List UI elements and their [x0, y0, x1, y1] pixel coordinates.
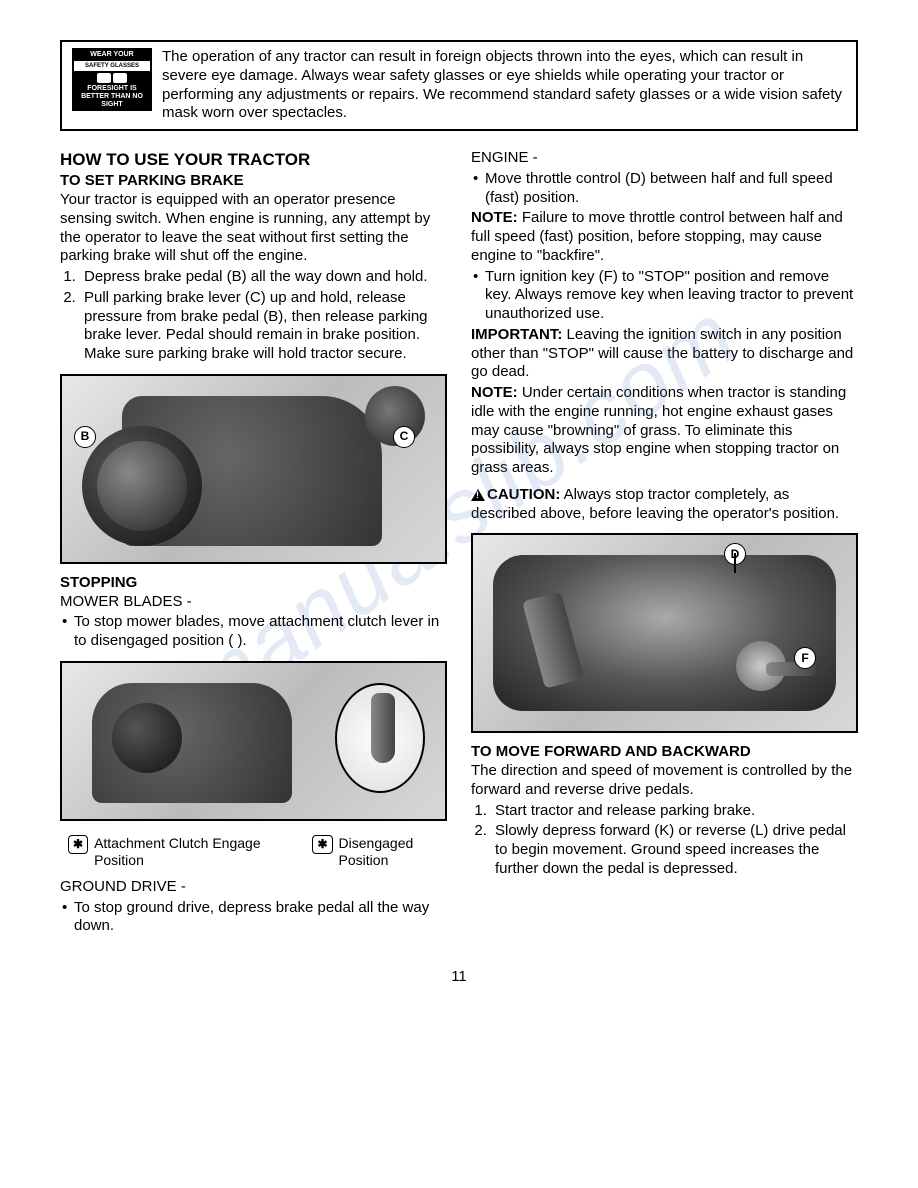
caution-triangle-icon — [471, 489, 485, 501]
badge-mid: SAFETY GLASSES — [74, 61, 150, 72]
goggles-icon — [74, 73, 150, 83]
clutch-engage: ✱ Attachment Clutch Engage Position — [68, 835, 282, 870]
badge-top: WEAR YOUR — [74, 51, 150, 59]
important-label: IMPORTANT: — [471, 326, 562, 343]
mower-blades-sub: MOWER BLADES - — [60, 593, 447, 612]
safety-glasses-badge: WEAR YOUR SAFETY GLASSES FORESIGHT IS BE… — [72, 48, 152, 111]
list-item: Slowly depress forward (K) or reverse (L… — [491, 822, 858, 878]
clutch-legend: ✱ Attachment Clutch Engage Position ✱ Di… — [68, 835, 447, 870]
caution-label: CAUTION: — [487, 486, 560, 503]
badge-bottom: FORESIGHT IS BETTER THAN NO SIGHT — [74, 85, 150, 108]
warning-text: The operation of any tractor can result … — [162, 48, 846, 123]
engine-list: Move throttle control (D) between half a… — [471, 170, 858, 208]
mower-blades-list: To stop mower blades, move attachment cl… — [60, 613, 447, 651]
clutch-dis-icon: ✱ — [312, 835, 332, 854]
parking-brake-heading: TO SET PARKING BRAKE — [60, 172, 447, 191]
figure-clutch-lever — [60, 661, 447, 821]
list-item: Start tractor and release parking brake. — [491, 802, 858, 821]
list-item: Turn ignition key (F) to "STOP" position… — [485, 268, 858, 324]
list-item: To stop mower blades, move attachment cl… — [74, 613, 447, 651]
note-label: NOTE: — [471, 209, 518, 226]
engine-sub: ENGINE - — [471, 149, 858, 168]
list-item: To stop ground drive, depress brake peda… — [74, 899, 447, 937]
ground-drive-list: To stop ground drive, depress brake peda… — [60, 899, 447, 937]
list-item: Depress brake pedal (B) all the way down… — [80, 268, 447, 287]
forward-backward-steps: Start tractor and release parking brake.… — [471, 802, 858, 879]
note-backfire: NOTE: Failure to move throttle control b… — [471, 209, 858, 265]
clutch-dis-label: Disengaged Position — [339, 835, 447, 870]
caution-stop: CAUTION: Always stop tractor completely,… — [471, 486, 858, 524]
stopping-heading: STOPPING — [60, 574, 447, 593]
figure-brake-pedal: B C — [60, 374, 447, 564]
note-text: Under certain conditions when tractor is… — [471, 384, 846, 476]
list-item: Pull parking brake lever (C) up and hold… — [80, 289, 447, 364]
clutch-disengage: ✱ Disengaged Position — [312, 835, 447, 870]
page-number: 11 — [60, 968, 858, 987]
left-column: HOW TO USE YOUR TRACTOR TO SET PARKING B… — [60, 149, 447, 938]
important-ignition: IMPORTANT: Leaving the ignition switch i… — [471, 326, 858, 382]
clutch-engage-label: Attachment Clutch Engage Position — [94, 835, 282, 870]
figure-throttle-ignition: D F — [471, 533, 858, 733]
note-text: Failure to move throttle control between… — [471, 209, 843, 264]
clutch-engage-icon: ✱ — [68, 835, 88, 854]
note-browning: NOTE: Under certain conditions when trac… — [471, 384, 858, 478]
right-column: ENGINE - Move throttle control (D) betwe… — [471, 149, 858, 938]
section-heading: HOW TO USE YOUR TRACTOR — [60, 149, 447, 170]
parking-brake-intro: Your tractor is equipped with an operato… — [60, 191, 447, 266]
callout-c: C — [393, 426, 415, 448]
forward-backward-heading: TO MOVE FORWARD AND BACKWARD — [471, 743, 858, 762]
note-label: NOTE: — [471, 384, 518, 401]
list-item: Move throttle control (D) between half a… — [485, 170, 858, 208]
callout-b: B — [74, 426, 96, 448]
safety-warning-box: WEAR YOUR SAFETY GLASSES FORESIGHT IS BE… — [60, 40, 858, 131]
ground-drive-sub: GROUND DRIVE - — [60, 878, 447, 897]
engine-list-2: Turn ignition key (F) to "STOP" position… — [471, 268, 858, 324]
parking-brake-steps: Depress brake pedal (B) all the way down… — [60, 268, 447, 364]
forward-backward-intro: The direction and speed of movement is c… — [471, 762, 858, 800]
